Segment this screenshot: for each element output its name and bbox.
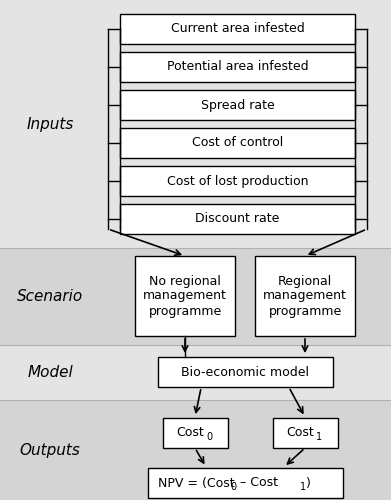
Text: Cost of control: Cost of control [192,136,283,149]
Text: Potential area infested: Potential area infested [167,60,308,74]
Bar [120,166,355,196]
Text: 0: 0 [206,432,212,442]
Text: NPV = (Cost: NPV = (Cost [158,476,234,490]
Text: Cost of lost production: Cost of lost production [167,174,308,188]
Text: 1: 1 [300,482,306,492]
Text: 1: 1 [316,432,322,442]
Text: Scenario: Scenario [17,289,83,304]
Text: ): ) [305,476,310,490]
Bar [0,345,391,400]
Text: Discount rate: Discount rate [196,212,280,226]
Text: Spread rate: Spread rate [201,98,274,112]
Bar [158,357,332,387]
Text: 0: 0 [231,482,237,492]
Text: Current area infested: Current area infested [170,22,304,36]
Bar [0,248,391,345]
Bar [120,52,355,82]
Text: Regional
management
programme: Regional management programme [263,274,347,318]
Bar [120,14,355,44]
Text: No regional
management
programme: No regional management programme [143,274,227,318]
Text: Outputs: Outputs [20,442,81,458]
Text: Model: Model [27,365,73,380]
Text: Inputs: Inputs [26,116,74,132]
Bar [147,468,343,498]
Text: – Cost: – Cost [235,476,278,490]
Bar [0,400,391,500]
Bar [0,0,391,248]
Bar [255,256,355,336]
Text: Bio-economic model: Bio-economic model [181,366,309,378]
Bar [120,204,355,234]
Text: Cost: Cost [176,426,204,438]
Text: Cost: Cost [286,426,314,438]
Bar [163,418,228,448]
Bar [135,256,235,336]
Bar [120,128,355,158]
Bar [120,90,355,120]
Bar [273,418,337,448]
